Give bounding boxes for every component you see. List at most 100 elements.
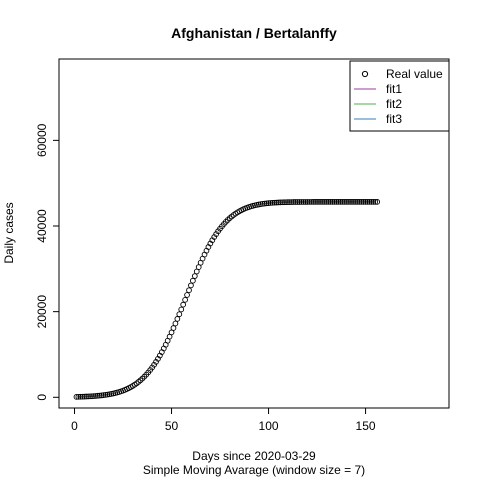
data-point bbox=[316, 199, 322, 205]
data-point bbox=[75, 393, 82, 400]
data-point bbox=[320, 199, 326, 205]
data-point bbox=[349, 199, 355, 205]
data-point bbox=[279, 199, 285, 206]
data-point bbox=[372, 199, 379, 205]
data-point bbox=[191, 273, 198, 279]
real-value-series bbox=[73, 199, 381, 400]
data-point bbox=[302, 199, 309, 205]
data-point bbox=[178, 306, 185, 313]
data-point bbox=[318, 199, 324, 205]
data-point bbox=[261, 200, 268, 207]
data-point bbox=[292, 199, 299, 205]
x-axis-sublabel: Simple Moving Avarage (window size = 7) bbox=[143, 463, 365, 477]
x-tick-label: 150 bbox=[356, 419, 376, 433]
data-point bbox=[312, 199, 318, 205]
data-point bbox=[83, 393, 90, 400]
y-tick-label: 0 bbox=[35, 394, 49, 401]
y-tick-label: 20000 bbox=[35, 295, 49, 329]
data-point bbox=[335, 199, 342, 205]
data-point bbox=[176, 311, 183, 318]
data-point bbox=[298, 199, 305, 205]
plot-area bbox=[58, 58, 450, 409]
data-point bbox=[170, 325, 177, 331]
data-point bbox=[345, 199, 351, 205]
chart-title: Afghanistan / Bertalanffy bbox=[171, 25, 337, 41]
data-point bbox=[327, 199, 334, 205]
legend-label: fit2 bbox=[386, 97, 402, 111]
data-point bbox=[94, 392, 101, 399]
data-point bbox=[85, 393, 91, 400]
y-tick-label: 60000 bbox=[35, 123, 49, 157]
data-point bbox=[296, 199, 303, 205]
y-axis: 0 20000 40000 60000 bbox=[35, 123, 59, 401]
data-point bbox=[362, 199, 369, 205]
data-point bbox=[98, 392, 105, 399]
data-point bbox=[267, 200, 274, 206]
data-point bbox=[341, 199, 348, 205]
y-axis-label: Daily cases bbox=[2, 202, 16, 263]
legend-label: Real value bbox=[386, 67, 443, 81]
data-point bbox=[364, 199, 371, 205]
data-point bbox=[306, 199, 313, 205]
data-point bbox=[353, 199, 359, 205]
legend-point-marker bbox=[361, 70, 369, 78]
x-tick-label: 100 bbox=[259, 419, 279, 433]
legend-label: fit1 bbox=[386, 82, 402, 96]
data-point bbox=[300, 199, 307, 205]
data-point bbox=[329, 199, 336, 205]
data-point bbox=[269, 199, 276, 206]
data-point bbox=[339, 199, 346, 205]
data-point bbox=[325, 199, 332, 205]
x-axis: 0 50 100 150 bbox=[71, 408, 376, 433]
data-point bbox=[190, 277, 196, 284]
data-point bbox=[360, 199, 367, 205]
data-point bbox=[347, 199, 353, 205]
data-point bbox=[290, 199, 297, 205]
x-tick-label: 0 bbox=[71, 419, 78, 433]
data-point bbox=[368, 199, 375, 205]
data-point bbox=[263, 200, 270, 207]
data-point bbox=[184, 292, 190, 298]
data-point bbox=[182, 296, 188, 303]
data-point bbox=[337, 199, 344, 205]
data-point bbox=[356, 199, 363, 205]
data-point bbox=[354, 199, 361, 205]
data-point bbox=[93, 393, 99, 399]
data-point bbox=[79, 393, 86, 400]
data-point bbox=[323, 199, 330, 205]
data-point bbox=[366, 199, 373, 205]
data-point bbox=[81, 393, 88, 400]
data-point bbox=[308, 199, 315, 205]
data-point bbox=[91, 393, 97, 399]
data-point bbox=[77, 393, 84, 400]
data-point bbox=[294, 199, 301, 205]
data-point bbox=[73, 394, 80, 400]
data-point bbox=[331, 199, 338, 205]
y-tick-label: 40000 bbox=[35, 209, 49, 243]
data-point bbox=[188, 282, 194, 289]
data-point bbox=[96, 392, 103, 399]
data-point bbox=[285, 199, 291, 205]
data-point bbox=[351, 199, 357, 205]
data-point bbox=[374, 199, 381, 205]
x-tick-label: 50 bbox=[165, 419, 179, 433]
legend-label: fit3 bbox=[386, 112, 402, 126]
data-point bbox=[180, 301, 187, 308]
data-point bbox=[275, 199, 282, 206]
data-point bbox=[287, 199, 293, 205]
data-point bbox=[277, 199, 284, 206]
data-point bbox=[273, 199, 280, 206]
data-point bbox=[87, 393, 93, 400]
data-point bbox=[89, 393, 95, 400]
x-axis-label: Days since 2020-03-29 bbox=[192, 449, 316, 463]
data-point bbox=[172, 320, 179, 327]
data-point bbox=[304, 199, 311, 205]
data-point bbox=[271, 199, 278, 206]
data-point bbox=[283, 199, 289, 206]
data-point bbox=[288, 199, 295, 205]
data-point bbox=[100, 392, 107, 398]
data-point bbox=[370, 199, 377, 205]
data-point bbox=[343, 199, 350, 205]
